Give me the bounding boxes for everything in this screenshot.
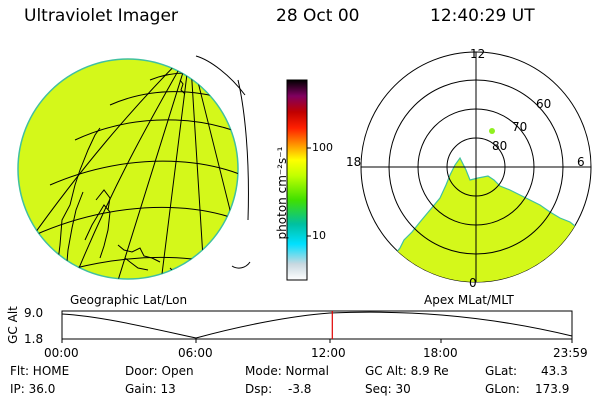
orbit-xtick-1800: 18:00 bbox=[423, 346, 458, 360]
door-status: Door: Open bbox=[125, 364, 194, 378]
mlat-label-80: 80 bbox=[492, 139, 508, 153]
colorbar-label-100: 100 bbox=[312, 141, 333, 154]
mlt-label-6: 6 bbox=[577, 155, 585, 169]
glat-value: 43.3 bbox=[541, 364, 568, 378]
polar-plot bbox=[360, 51, 592, 283]
orbit-xtick-2359: 23:59 bbox=[553, 346, 588, 360]
dsp-value: -3.8 bbox=[288, 382, 312, 396]
mode-status: Mode: Normal bbox=[245, 364, 329, 378]
colorbar bbox=[286, 79, 311, 281]
mlt-label-12: 12 bbox=[470, 47, 486, 61]
glat-label: GLat: bbox=[485, 364, 518, 378]
aurora-spot bbox=[489, 128, 495, 134]
orbit-xtick-1200: 12:00 bbox=[311, 346, 346, 360]
gain-value: Gain: 13 bbox=[125, 382, 176, 396]
earth-disk bbox=[17, 58, 239, 280]
instrument-title: Ultraviolet Imager bbox=[24, 6, 178, 26]
orbit-ytick-max: 9.0 bbox=[24, 306, 44, 320]
colorbar-gradient bbox=[286, 79, 308, 281]
colorbar-unit-label: photon cm⁻²s⁻¹ bbox=[275, 146, 289, 240]
orbit-plot bbox=[61, 310, 573, 343]
polar-grid bbox=[361, 52, 591, 282]
header-bar: Ultraviolet Imager 28 Oct 00 12:40:29 UT bbox=[0, 0, 600, 34]
geographic-map bbox=[17, 55, 251, 280]
mlat-label-70: 70 bbox=[512, 120, 528, 134]
orbit-xtick-0600: 06:00 bbox=[178, 346, 213, 360]
time-label: 12:40:29 UT bbox=[430, 6, 535, 26]
sequence-number: Seq: 30 bbox=[365, 382, 411, 396]
glon-value: 173.9 bbox=[535, 382, 570, 396]
gc-altitude: GC Alt: 8.9 Re bbox=[365, 364, 449, 378]
mlt-label-18: 18 bbox=[346, 155, 362, 169]
right-panel-caption: Apex MLat/MLT bbox=[424, 293, 514, 307]
orbit-ytick-min: 1.8 bbox=[24, 332, 44, 346]
mlt-label-0: 0 bbox=[469, 276, 477, 290]
orbit-frame bbox=[61, 310, 573, 340]
date-label: 28 Oct 00 bbox=[276, 6, 360, 26]
left-panel-caption: Geographic Lat/Lon bbox=[70, 293, 188, 307]
dsp-label: Dsp: bbox=[245, 382, 273, 396]
mlat-label-60: 60 bbox=[536, 97, 552, 111]
glon-label: GLon: bbox=[485, 382, 520, 396]
orbit-xtick-0000: 00:00 bbox=[44, 346, 79, 360]
orbit-axis-label: GC Alt bbox=[5, 306, 20, 344]
flight-mode: Flt: HOME bbox=[10, 364, 70, 378]
altitude-curve bbox=[61, 311, 573, 339]
colorbar-label-10: 10 bbox=[312, 229, 326, 242]
ip-value: IP: 36.0 bbox=[10, 382, 56, 396]
